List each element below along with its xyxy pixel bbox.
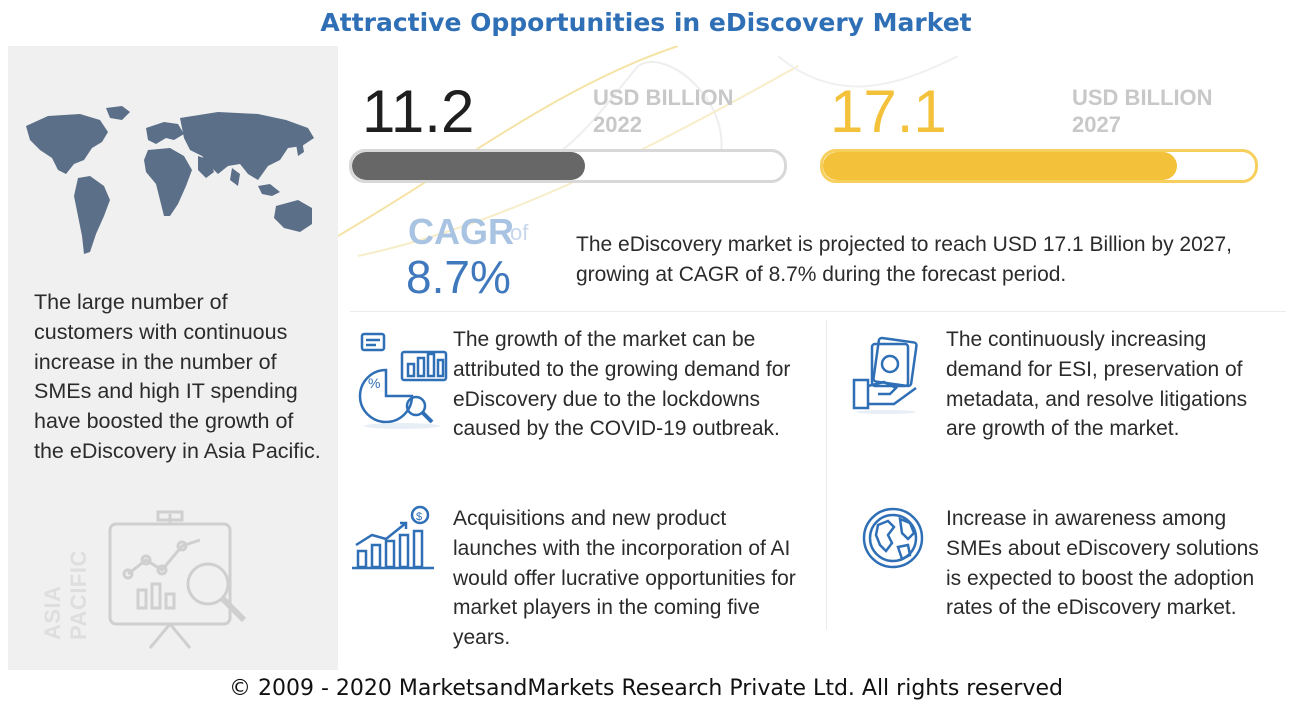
- insight-esi-demand: The continuously increasing demand for E…: [946, 328, 1248, 441]
- insight-sme-awareness: Increase in awareness among SMEs about e…: [946, 507, 1259, 620]
- presentation-board-icon: [108, 510, 247, 649]
- progress-bar-2022: [349, 149, 787, 183]
- market-summary: The eDiscovery market is projected to re…: [576, 233, 1232, 286]
- year-label-2022: 2022: [593, 112, 642, 137]
- unit-label-2022: USD BILLION: [593, 85, 734, 110]
- analytics-icon: %: [358, 332, 448, 429]
- cagr-of-label: of: [510, 220, 529, 245]
- svg-text:$: $: [416, 511, 422, 523]
- year-label-2027: 2027: [1072, 112, 1121, 137]
- page-title: Attractive Opportunities in eDiscovery M…: [320, 8, 972, 37]
- market-unit-2027: USD BILLION 2027: [1072, 84, 1213, 138]
- progress-fill-2022: [352, 152, 586, 180]
- globe-icon: [862, 507, 924, 569]
- svg-text:%: %: [368, 375, 380, 391]
- growth-chart-icon: $: [352, 505, 434, 570]
- world-map-icon: [26, 106, 314, 254]
- region-label: ASIA PACIFIC: [40, 550, 91, 640]
- divider-vertical: [826, 320, 827, 630]
- divider-horizontal: [350, 311, 1286, 312]
- insight-covid-demand: The growth of the market can be attribut…: [453, 328, 791, 441]
- market-value-2022: 11.2: [362, 78, 475, 145]
- insight-acquisitions-ai: Acquisitions and new product launches wi…: [453, 507, 796, 650]
- region-description: The large number of customers with conti…: [34, 290, 321, 463]
- money-hand-icon: [852, 336, 918, 414]
- cagr-label: CAGR: [408, 211, 514, 252]
- cagr-value: 8.7%: [406, 251, 511, 303]
- market-value-2027: 17.1: [830, 78, 947, 145]
- copyright-footer: © 2009 - 2020 MarketsandMarkets Research…: [229, 676, 1063, 701]
- progress-fill-2027: [823, 152, 1178, 180]
- unit-label-2027: USD BILLION: [1072, 85, 1213, 110]
- market-unit-2022: USD BILLION 2022: [593, 84, 734, 138]
- progress-bar-2027: [820, 149, 1258, 183]
